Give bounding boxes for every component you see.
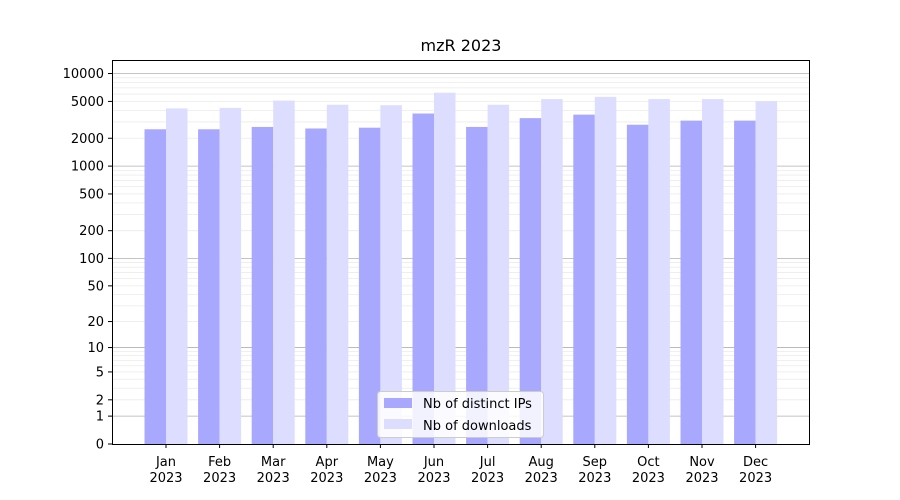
x-tick-label: Oct 2023	[632, 455, 665, 486]
y-tick-label: 100	[79, 252, 104, 267]
y-tick-label: 10	[87, 341, 104, 356]
x-tick-label: May 2023	[364, 455, 397, 486]
bar-downloads	[219, 107, 242, 445]
bar-downloads	[166, 108, 188, 444]
bar-distinct-ips	[144, 129, 166, 444]
y-tick-label: 5	[96, 365, 104, 380]
bar-downloads	[273, 100, 295, 444]
bar-distinct-ips	[466, 126, 488, 444]
legend-label-ips: Nb of distinct IPs	[423, 397, 532, 412]
x-tick-label: Jan 2023	[149, 455, 182, 486]
bar-distinct-ips	[680, 120, 702, 444]
y-tick-label: 1	[96, 410, 104, 425]
bar-downloads	[648, 99, 670, 444]
bar-downloads	[594, 96, 617, 444]
bar-distinct-ips	[626, 124, 649, 444]
y-tick-label: 200	[79, 224, 104, 239]
x-axis: Jan 2023 Feb 2023 Mar 2023 Apr 2023 May 2023 Jun 20…	[149, 444, 772, 486]
x-tick-label: Jun 2023	[417, 455, 450, 486]
y-tick-label: 500	[79, 187, 104, 202]
x-tick-label: Apr 2023	[310, 455, 343, 486]
bar-distinct-ips	[734, 120, 756, 444]
bar-downloads	[541, 99, 563, 444]
x-tick-label: Nov 2023	[685, 455, 718, 486]
bar-distinct-ips	[251, 126, 274, 444]
y-tick-label: 5000	[71, 95, 104, 110]
bar-distinct-ips	[519, 118, 542, 445]
y-tick-label: 2000	[71, 132, 104, 147]
legend: Nb of distinct IPs Nb of downloads	[377, 391, 544, 438]
bar-downloads	[755, 101, 778, 444]
bar-downloads	[434, 92, 456, 445]
y-axis: 0 1 2 5 10 20 50 100 200 500 1000 2000 5000 10000	[63, 67, 112, 453]
bar-distinct-ips	[412, 113, 434, 444]
bar-distinct-ips	[573, 114, 595, 444]
legend-swatch-downloads	[384, 419, 412, 429]
y-tick-label: 1000	[71, 160, 104, 175]
legend-label-downloads: Nb of downloads	[423, 419, 532, 434]
y-tick-label: 20	[87, 315, 104, 330]
plot-frame	[112, 60, 810, 445]
legend-box	[377, 391, 544, 438]
y-tick-label: 10000	[63, 67, 104, 82]
bar-downloads	[380, 105, 402, 445]
y-tick-label: 50	[87, 279, 104, 294]
x-tick-label: Sep 2023	[578, 455, 611, 486]
chart-title: mzR 2023	[421, 36, 502, 55]
bar-distinct-ips	[305, 128, 327, 444]
bar-downloads	[487, 104, 510, 444]
bars	[144, 92, 778, 445]
x-tick-label: Dec 2023	[739, 455, 772, 486]
y-tick-label: 0	[96, 438, 104, 453]
bar-downloads	[702, 99, 724, 444]
x-tick-label: Aug 2023	[525, 455, 558, 486]
x-tick-label: Jul 2023	[471, 455, 504, 486]
bar-downloads	[326, 104, 349, 444]
bar-distinct-ips	[358, 127, 381, 444]
bar-distinct-ips	[198, 129, 220, 444]
y-tick-label: 2	[96, 393, 104, 408]
x-tick-label: Mar 2023	[257, 455, 290, 486]
x-tick-label: Feb 2023	[203, 455, 236, 486]
legend-swatch-ips	[384, 398, 412, 408]
